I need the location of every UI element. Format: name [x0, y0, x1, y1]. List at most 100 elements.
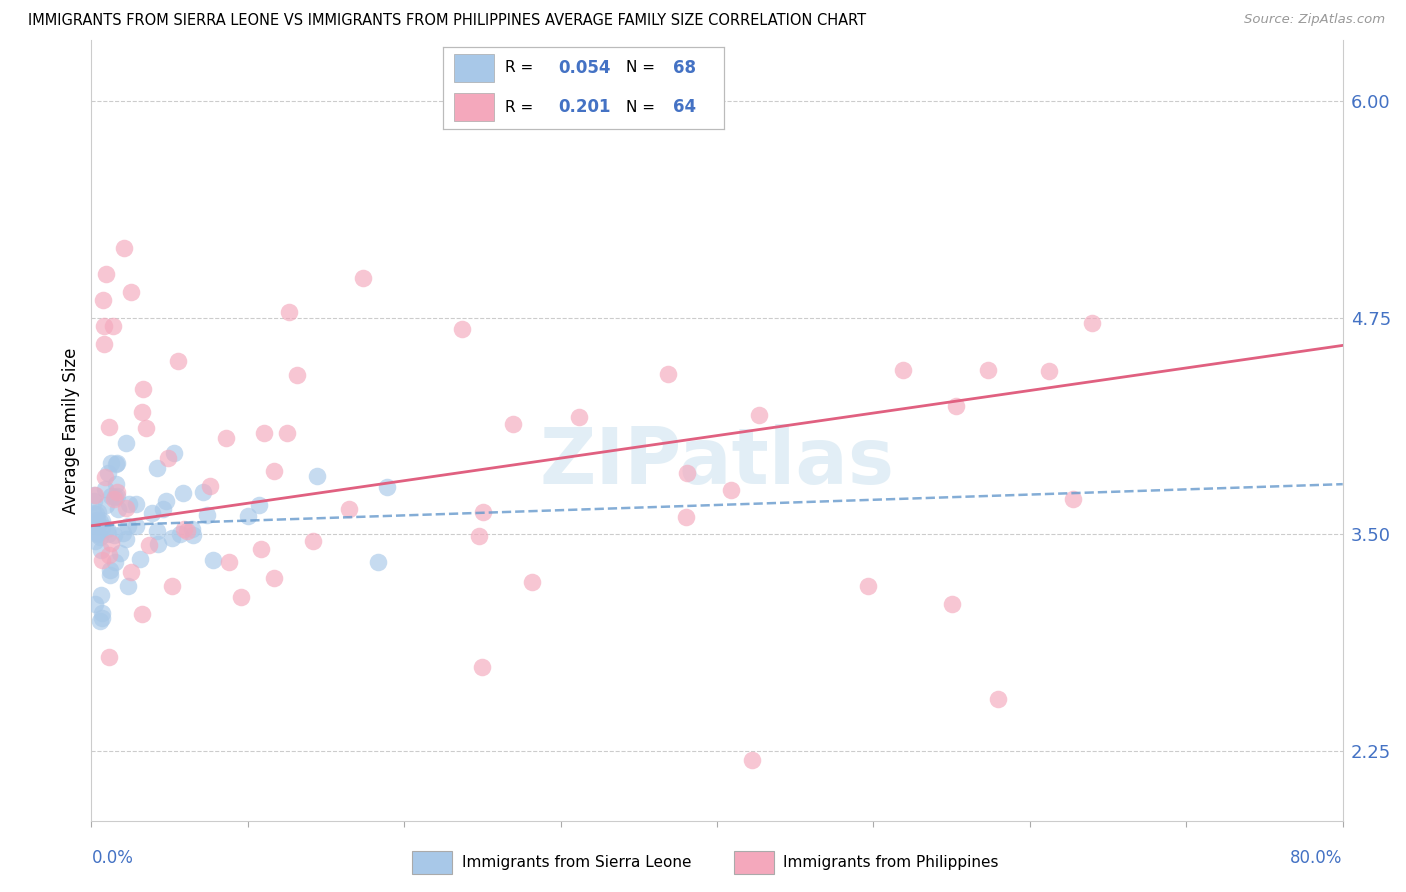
Bar: [454, 94, 494, 121]
Point: [657, 367, 679, 381]
Point: [96, 526, 118, 541]
Text: 0.054: 0.054: [558, 59, 610, 77]
Point: [155, 494, 177, 508]
Point: [198, 479, 221, 493]
Text: 80.0%: 80.0%: [1291, 849, 1343, 867]
Point: [83, 488, 105, 502]
Point: [285, 368, 308, 383]
Point: [250, 541, 273, 556]
Point: [263, 464, 285, 478]
Point: [172, 485, 194, 500]
Point: [96, 522, 118, 536]
Point: [100, 489, 122, 503]
Point: [89, 530, 111, 544]
Point: [114, 501, 136, 516]
Point: [229, 590, 252, 604]
Bar: [412, 851, 453, 874]
Point: [100, 456, 122, 470]
Point: [90, 543, 112, 558]
Point: [112, 241, 135, 255]
Point: [278, 304, 301, 318]
Point: [160, 531, 183, 545]
Point: [94, 498, 117, 512]
Point: [367, 555, 389, 569]
Point: [302, 533, 325, 548]
Point: [86, 526, 108, 541]
Point: [86, 514, 108, 528]
Point: [96, 268, 118, 282]
Bar: [454, 54, 494, 82]
Point: [118, 498, 141, 512]
Point: [129, 551, 152, 566]
Point: [132, 382, 155, 396]
Point: [976, 363, 998, 377]
Y-axis label: Average Family Size: Average Family Size: [62, 347, 80, 514]
Point: [98, 564, 121, 578]
Point: [100, 536, 122, 550]
Point: [125, 497, 148, 511]
Point: [83, 493, 105, 508]
Point: [86, 519, 108, 533]
Point: [93, 469, 115, 483]
Point: [87, 506, 110, 520]
Point: [135, 420, 157, 434]
Point: [160, 579, 183, 593]
Point: [120, 565, 142, 579]
Point: [146, 461, 169, 475]
Point: [83, 488, 105, 502]
Point: [91, 514, 114, 528]
Point: [176, 524, 198, 538]
Point: [945, 399, 967, 413]
Point: [146, 524, 169, 538]
Point: [90, 606, 112, 620]
Point: [82, 506, 104, 520]
Point: [82, 517, 104, 532]
Text: N =: N =: [626, 100, 655, 115]
Point: [675, 466, 697, 480]
Text: R =: R =: [505, 100, 533, 115]
Point: [90, 520, 112, 534]
Point: [1038, 364, 1060, 378]
Point: [93, 319, 115, 334]
Text: IMMIGRANTS FROM SIERRA LEONE VS IMMIGRANTS FROM PHILIPPINES AVERAGE FAMILY SIZE : IMMIGRANTS FROM SIERRA LEONE VS IMMIGRAN…: [28, 13, 866, 29]
Point: [141, 506, 163, 520]
Point: [101, 319, 124, 334]
Point: [86, 526, 108, 541]
Text: 0.0%: 0.0%: [91, 849, 134, 867]
Point: [748, 408, 770, 422]
Point: [90, 588, 112, 602]
Point: [471, 505, 494, 519]
Point: [520, 575, 543, 590]
Point: [98, 649, 121, 664]
Point: [110, 546, 132, 560]
Text: 64: 64: [673, 98, 696, 116]
Point: [93, 336, 115, 351]
Point: [941, 597, 963, 611]
Point: [97, 420, 120, 434]
Point: [167, 354, 190, 368]
Point: [195, 508, 218, 523]
Text: Source: ZipAtlas.com: Source: ZipAtlas.com: [1244, 13, 1385, 27]
Point: [856, 580, 879, 594]
Text: Immigrants from Sierra Leone: Immigrants from Sierra Leone: [461, 855, 692, 870]
Point: [337, 501, 360, 516]
Point: [114, 436, 136, 450]
Point: [193, 485, 215, 500]
Point: [375, 480, 398, 494]
Point: [891, 363, 914, 377]
Point: [263, 571, 285, 585]
Point: [89, 515, 111, 529]
Point: [103, 491, 125, 506]
Point: [90, 611, 112, 625]
Point: [238, 508, 260, 523]
Point: [115, 532, 138, 546]
Text: N =: N =: [626, 61, 655, 75]
Point: [84, 597, 107, 611]
Point: [1081, 316, 1104, 330]
Point: [124, 518, 146, 533]
Point: [502, 417, 524, 431]
Point: [104, 457, 127, 471]
Point: [568, 410, 591, 425]
Point: [91, 553, 114, 567]
Point: [987, 692, 1010, 706]
